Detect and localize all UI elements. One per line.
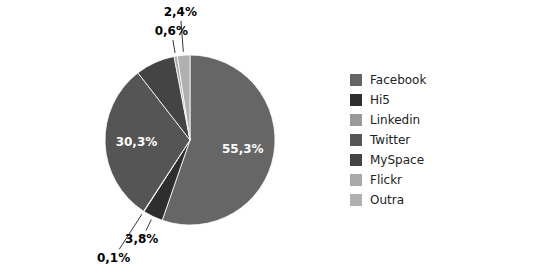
legend: Facebook Hi5 Linkedin Twitter MySpace Flickr O…	[350, 73, 426, 207]
data-label: 2,4%	[164, 5, 197, 19]
data-label: 30,3%	[116, 135, 158, 149]
legend-swatch	[350, 94, 362, 106]
legend-swatch	[350, 174, 362, 186]
data-label: 3,8%	[125, 232, 158, 246]
data-label: 0,6%	[155, 24, 188, 38]
leader-line	[181, 21, 183, 52]
legend-label: Twitter	[369, 133, 410, 147]
leader-line	[119, 214, 142, 249]
legend-label: Hi5	[370, 93, 390, 107]
chart: 55,3% 30,3% 3,8% 0,1% 0,6% 2,4% Facebook Hi5 Lin…	[0, 0, 548, 277]
legend-swatch	[350, 194, 362, 206]
legend-label: Outra	[370, 193, 404, 207]
slice	[174, 56, 190, 140]
leader-line	[146, 220, 151, 231]
legend-swatch	[350, 114, 362, 126]
legend-swatch	[350, 74, 362, 86]
data-label: 55,3%	[222, 142, 264, 156]
data-labels: 55,3% 30,3% 3,8% 0,1% 0,6% 2,4%	[97, 5, 264, 265]
legend-swatch	[350, 154, 362, 166]
data-label: 0,1%	[97, 251, 130, 265]
legend-label: Facebook	[370, 73, 426, 87]
legend-label: Linkedin	[370, 113, 420, 127]
legend-label: Flickr	[370, 173, 402, 187]
slices	[105, 55, 275, 225]
leader-line	[173, 40, 175, 53]
slice	[177, 55, 190, 140]
legend-swatch	[350, 134, 362, 146]
legend-label: MySpace	[370, 153, 424, 167]
